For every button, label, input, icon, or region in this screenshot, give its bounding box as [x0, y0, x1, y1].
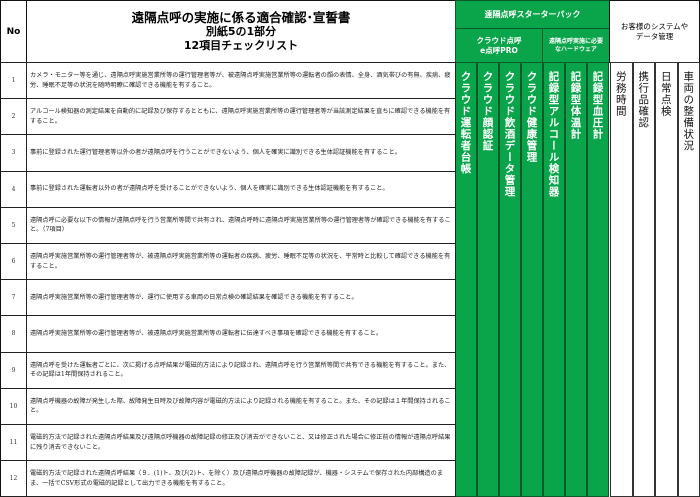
- green-column-label: クラウド飲酒データ管理: [503, 71, 516, 198]
- row-number: 5: [0, 206, 27, 244]
- client-column-label: 労務時間: [614, 71, 627, 117]
- client-group-line-1: お客様のシステムや: [620, 21, 689, 31]
- checklist-item: 遠隔点呼実施営業所等の運行管理者等が、被遠隔点呼実施営業所等の運転者に伝達すべき…: [26, 315, 456, 353]
- green-column-label: 記録型アルコール検知器: [547, 71, 560, 198]
- checklist-item: 遠隔点呼実施営業所等の運行管理者等が、運行に使用する車両の日常点検の確認結果を確…: [26, 279, 456, 317]
- row-number: 3: [0, 134, 27, 172]
- client-column: 日常点検: [655, 62, 678, 497]
- client-column: 車両の整備状況: [677, 62, 700, 497]
- checklist-item: アルコール検知器の測定結果を自動的に記録及び保存するとともに、遠隔点呼実施営業所…: [26, 98, 456, 136]
- client-group-header: お客様のシステムや データ管理: [609, 0, 700, 63]
- row-number: 2: [0, 98, 27, 136]
- row-number: 11: [0, 424, 27, 462]
- row-number: 6: [0, 243, 27, 281]
- checklist-item: 遠隔点呼に必要な以下の情報が遠隔点呼を行う営業所等間で共有され、遠隔点呼時に遠隔…: [26, 206, 456, 244]
- cloud-group-header: クラウド点呼 e点呼PRO: [455, 28, 543, 63]
- green-column: 記録型体温計: [565, 62, 587, 497]
- checklist-item: 事前に登録された運行管理者等以外の者が遠隔点呼を行うことができないよう、個人を確…: [26, 134, 456, 172]
- row-number: 4: [0, 170, 27, 208]
- checklist-item: 電磁的方法で記録された遠隔点呼結果及び遠隔点呼機器の故障記録の修正及び消去ができ…: [26, 424, 456, 462]
- checklist-item: カメラ・モニター等を通じ、遠隔点呼実施営業所等の運行管理者等が、被遠隔点呼実施営…: [26, 62, 456, 100]
- checklist-item: 遠隔点呼実施営業所等の運行管理者等が、被遠隔点呼実施営業所等の運転者の疾病、疲労…: [26, 243, 456, 281]
- green-column-label: クラウド顔認証: [481, 71, 494, 152]
- client-column-label: 日常点検: [659, 71, 672, 117]
- document-title: 遠隔点呼の実施に係る適合確認･宣誓書 別紙5の1部分 12項目チェックリスト: [26, 0, 456, 63]
- checklist-item: 事前に登録された運転者以外の者が遠隔点呼を受けることができないよう、個人を確実に…: [26, 170, 456, 208]
- checklist-item: 電磁的方法で記録された遠隔点呼結果（９．(1)ト、及び(2)ト、を除く）及び遠隔…: [26, 460, 456, 497]
- green-column-label: クラウド運転者台帳: [459, 71, 472, 175]
- starter-pack-header: 遠隔点呼スターターパック: [455, 0, 610, 29]
- hardware-group-header: 遠隔点呼実施に必要なハードウェア: [542, 28, 610, 63]
- client-column-label: 携行品確認: [637, 71, 650, 129]
- row-number: 1: [0, 62, 27, 100]
- cloud-group-line-2: e点呼PRO: [480, 45, 518, 55]
- client-column: 労務時間: [610, 62, 633, 497]
- no-column-header: No: [0, 0, 27, 63]
- title-line-3: 12項目チェックリスト: [183, 38, 299, 52]
- row-number: 10: [0, 387, 27, 425]
- title-line-1: 遠隔点呼の実施に係る適合確認･宣誓書: [131, 9, 351, 25]
- row-number: 9: [0, 351, 27, 389]
- green-column-label: 記録型体温計: [569, 71, 582, 140]
- row-number: 7: [0, 279, 27, 317]
- title-line-2: 別紙5の1部分: [205, 24, 277, 38]
- client-column: 携行品確認: [632, 62, 655, 497]
- checklist-item: 遠隔点呼を受けた運転者ごとに、次に掲げる点呼結果が電磁的方法により記録され、遠隔…: [26, 351, 456, 389]
- green-column-label: 記録型血圧計: [591, 71, 604, 140]
- green-column: 記録型血圧計: [587, 62, 609, 497]
- row-number: 8: [0, 315, 27, 353]
- green-column: クラウド健康管理: [521, 62, 543, 497]
- green-column: クラウド運転者台帳: [455, 62, 477, 497]
- row-number: 12: [0, 460, 27, 497]
- cloud-group-line-1: クラウド点呼: [476, 35, 522, 45]
- green-column-label: クラウド健康管理: [525, 71, 538, 163]
- client-column-label: 車両の整備状況: [682, 71, 695, 152]
- green-column: クラウド顔認証: [477, 62, 499, 497]
- green-column: 記録型アルコール検知器: [543, 62, 565, 497]
- checklist-item: 遠隔点呼機器の故障が発生した際、故障発生日時及び故障内容が電磁的方法により記録さ…: [26, 387, 456, 425]
- client-group-line-2: データ管理: [635, 31, 674, 41]
- green-column: クラウド飲酒データ管理: [499, 62, 521, 497]
